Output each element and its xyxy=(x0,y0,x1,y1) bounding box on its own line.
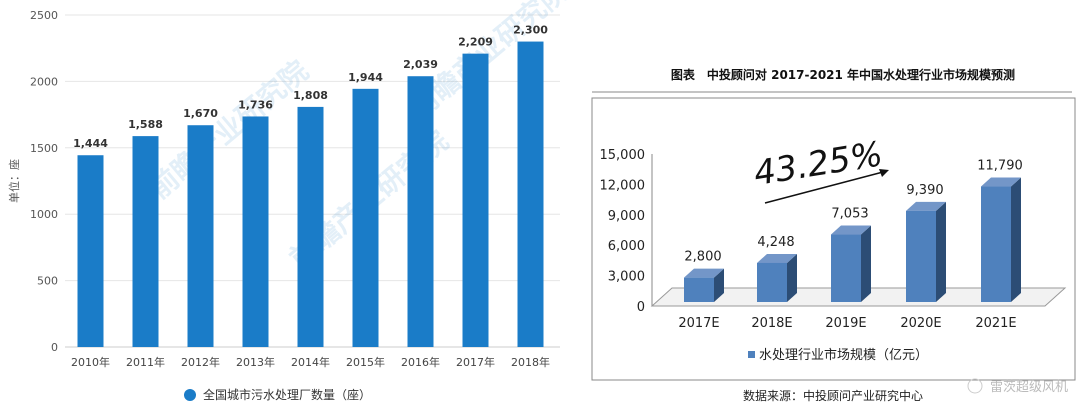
y-tick-label: 3,000 xyxy=(608,270,645,285)
data-label: 1,736 xyxy=(238,98,273,111)
x-tick-label: 2014年 xyxy=(291,355,330,369)
x-tick-label: 2019E xyxy=(825,316,866,331)
bar xyxy=(187,125,214,347)
data-label: 7,053 xyxy=(831,207,868,222)
x-tick-label: 2017年 xyxy=(456,355,495,369)
data-label: 2,039 xyxy=(403,58,438,71)
bar-top xyxy=(757,253,797,263)
bar xyxy=(684,277,714,302)
bar xyxy=(757,262,787,302)
y-tick-label: 9,000 xyxy=(608,209,645,224)
x-tick-label: 2016年 xyxy=(401,355,440,369)
legend-marker xyxy=(748,351,755,358)
data-label: 9,390 xyxy=(906,183,943,198)
bar xyxy=(132,136,159,347)
arrow-head-icon xyxy=(879,169,889,177)
legend-marker xyxy=(184,389,196,401)
x-tick-label: 2020E xyxy=(900,316,941,331)
data-label: 1,808 xyxy=(293,89,328,102)
y-axis-label: 单位：座 xyxy=(7,159,21,203)
source-note: 数据来源：中投顾问产业研究中心 xyxy=(743,388,923,403)
y-tick-label: 2000 xyxy=(30,75,58,88)
bar-side xyxy=(787,253,797,302)
bar xyxy=(981,186,1011,302)
x-tick-label: 2012年 xyxy=(181,355,220,369)
bar xyxy=(77,155,104,347)
data-label: 1,944 xyxy=(348,71,383,84)
legend-label: 全国城市污水处理厂数量（座） xyxy=(203,387,371,402)
y-tick-label: 1500 xyxy=(30,142,58,155)
legend-label: 水处理行业市场规模（亿元） xyxy=(759,347,928,363)
x-tick-label: 2011年 xyxy=(126,355,165,369)
y-tick-label: 12,000 xyxy=(600,178,646,193)
bar xyxy=(242,116,269,347)
data-label: 1,444 xyxy=(73,137,108,150)
x-tick-label: 2010年 xyxy=(71,355,110,369)
data-label: 2,209 xyxy=(458,36,493,49)
trend-arrow xyxy=(764,171,884,204)
bar-side xyxy=(1011,177,1021,302)
bar-side xyxy=(936,201,946,302)
y-tick-label: 6,000 xyxy=(608,239,645,254)
bar xyxy=(906,210,936,302)
data-label: 1,588 xyxy=(128,118,163,131)
bar-top xyxy=(906,201,946,211)
y-tick-label: 2500 xyxy=(30,9,58,22)
watermark: 前瞻产业研究院 xyxy=(143,54,314,205)
x-tick-label: 2018年 xyxy=(511,355,550,369)
bar xyxy=(297,106,324,347)
bar xyxy=(352,88,379,348)
x-tick-label: 2018E xyxy=(751,316,792,331)
x-tick-label: 2021E xyxy=(975,316,1016,331)
x-tick-label: 2013年 xyxy=(236,355,275,369)
y-tick-label: 0 xyxy=(51,341,58,354)
bar-side xyxy=(861,225,871,302)
watermark: 雷茨超级风机 xyxy=(990,380,1068,395)
data-label: 11,790 xyxy=(977,159,1023,174)
x-tick-label: 2015年 xyxy=(346,355,385,369)
data-label: 2,800 xyxy=(684,250,721,265)
bar-top xyxy=(981,177,1021,187)
bar xyxy=(831,234,861,302)
x-tick-label: 2017E xyxy=(678,316,719,331)
bar xyxy=(462,53,489,347)
y-tick-label: 15,000 xyxy=(600,148,646,163)
bar xyxy=(407,76,434,348)
wechat-icon xyxy=(967,378,983,394)
y-tick-label: 1000 xyxy=(30,208,58,221)
y-tick-label: 0 xyxy=(637,300,645,315)
bar xyxy=(517,41,544,348)
chart-title: 图表 中投顾问对 2017-2021 年中国水处理行业市场规模预测 xyxy=(671,67,1015,82)
data-label: 4,248 xyxy=(757,235,794,250)
data-label: 1,670 xyxy=(183,107,218,120)
y-tick-label: 500 xyxy=(37,275,58,288)
data-label: 2,300 xyxy=(513,24,548,37)
bar-top xyxy=(831,225,871,235)
bar-top xyxy=(684,268,724,278)
bar-side xyxy=(714,268,724,302)
